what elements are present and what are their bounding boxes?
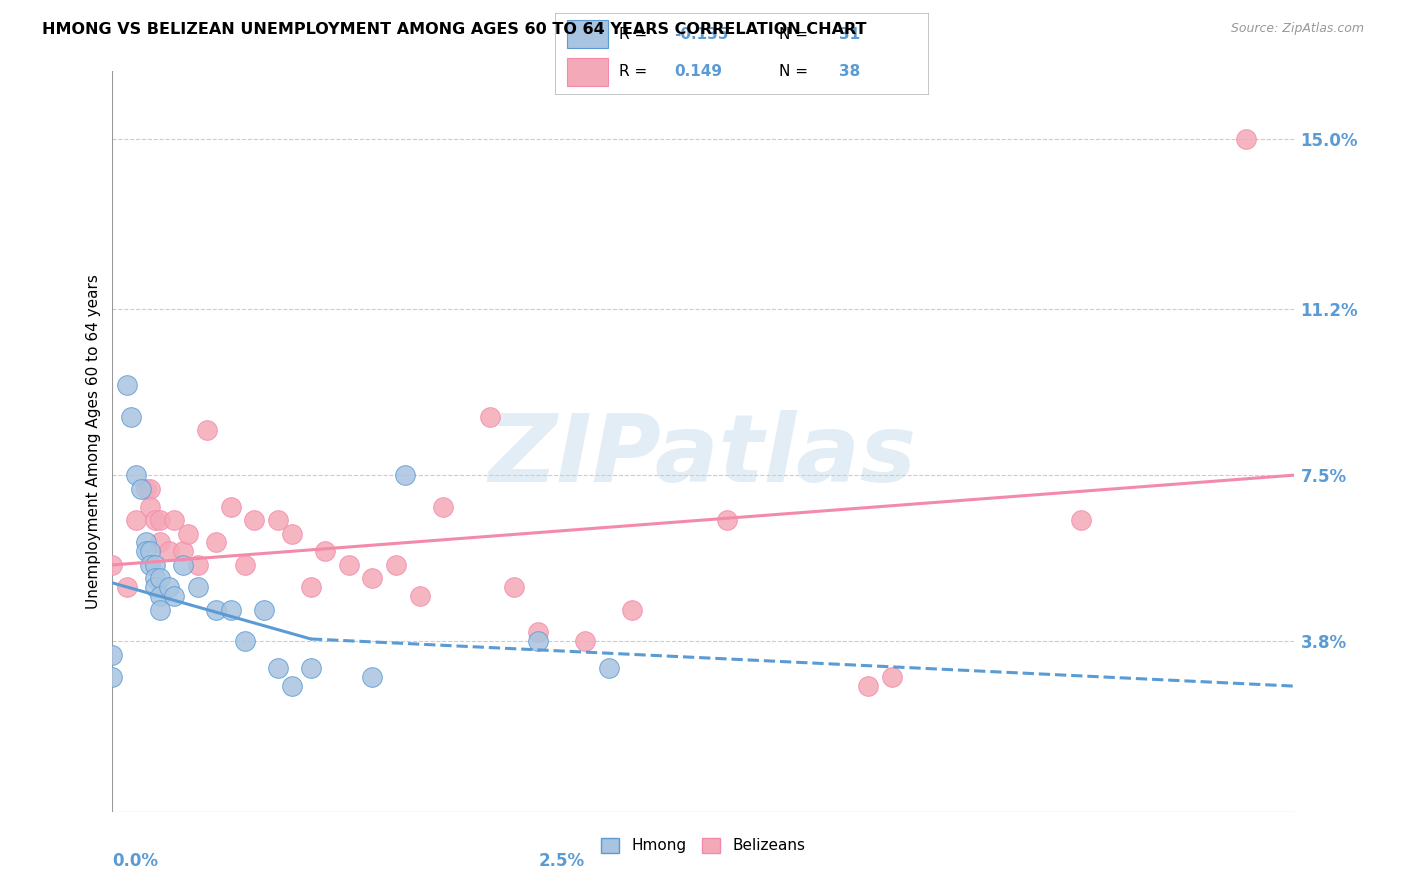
Point (163, 513, 186, 527)
Point (149, 535, 172, 549)
Point (125, 513, 148, 527)
Point (281, 526, 304, 541)
Point (253, 603, 276, 617)
Point (149, 571, 172, 585)
Point (408, 590, 430, 604)
Point (115, 580, 138, 594)
Point (135, 535, 157, 549)
Text: 31: 31 (838, 27, 859, 42)
Point (172, 558, 194, 572)
Bar (567, 57, 607, 86)
Point (115, 378, 138, 392)
Point (177, 526, 200, 541)
Bar (567, 20, 607, 48)
Point (219, 603, 242, 617)
Point (186, 580, 208, 594)
Text: HMONG VS BELIZEAN UNEMPLOYMENT AMONG AGES 60 TO 64 YEARS CORRELATION CHART: HMONG VS BELIZEAN UNEMPLOYMENT AMONG AGE… (42, 22, 866, 37)
Point (432, 500, 454, 514)
Point (172, 544, 194, 558)
Text: 38: 38 (838, 64, 860, 79)
Point (120, 409, 142, 424)
Point (101, 670, 124, 684)
Text: 2.5%: 2.5% (538, 853, 585, 871)
Point (526, 625, 548, 640)
Point (219, 500, 242, 514)
Point (1234, 131, 1257, 145)
Text: 0.149: 0.149 (675, 64, 723, 79)
Point (574, 634, 596, 648)
Point (157, 544, 180, 558)
Point (337, 558, 360, 572)
Point (880, 670, 903, 684)
Point (299, 661, 322, 675)
Text: ZIPatlas: ZIPatlas (489, 410, 917, 502)
Point (281, 679, 304, 693)
Text: N =: N = (779, 27, 813, 42)
Point (205, 603, 228, 617)
Point (361, 571, 384, 585)
Point (143, 513, 166, 527)
Point (526, 634, 548, 648)
Point (267, 661, 290, 675)
Text: 0.0%: 0.0% (112, 853, 159, 871)
Text: N =: N = (779, 64, 813, 79)
Point (163, 590, 186, 604)
Point (299, 580, 322, 594)
Point (314, 544, 336, 558)
Point (385, 558, 408, 572)
Point (716, 513, 738, 527)
Legend: Hmong, Belizeans: Hmong, Belizeans (595, 831, 811, 860)
Point (233, 634, 256, 648)
Point (858, 679, 880, 693)
Point (143, 580, 166, 594)
Point (139, 558, 162, 572)
Point (139, 544, 162, 558)
Point (1070, 513, 1092, 527)
Point (135, 482, 157, 496)
Text: Source: ZipAtlas.com: Source: ZipAtlas.com (1230, 22, 1364, 36)
Text: -0.135: -0.135 (675, 27, 728, 42)
Point (361, 670, 384, 684)
Point (233, 558, 256, 572)
Point (143, 558, 166, 572)
Point (101, 648, 124, 662)
Point (598, 661, 620, 675)
Point (125, 468, 148, 483)
Y-axis label: Unemployment Among Ages 60 to 64 years: Unemployment Among Ages 60 to 64 years (86, 274, 101, 609)
Point (139, 500, 162, 514)
Text: R =: R = (619, 27, 652, 42)
Point (149, 590, 172, 604)
Text: R =: R = (619, 64, 652, 79)
Point (394, 468, 416, 483)
Point (157, 580, 180, 594)
Point (503, 580, 526, 594)
Point (135, 544, 157, 558)
Point (205, 535, 228, 549)
Point (479, 409, 502, 424)
Point (129, 482, 152, 496)
Point (186, 558, 208, 572)
Point (143, 571, 166, 585)
Point (101, 558, 124, 572)
Point (243, 513, 266, 527)
Point (149, 603, 172, 617)
Point (621, 603, 644, 617)
Point (139, 482, 162, 496)
Point (149, 513, 172, 527)
Point (195, 423, 218, 437)
Point (267, 513, 290, 527)
